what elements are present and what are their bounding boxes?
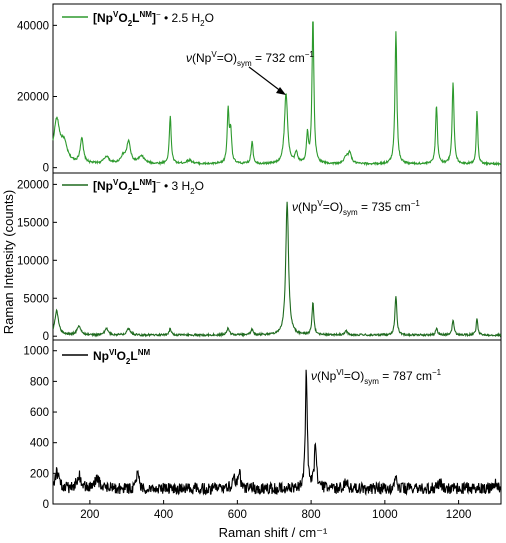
y-tick-label: 0 — [43, 499, 49, 511]
annotation-top-arrow — [248, 66, 283, 93]
x-tick-label: 600 — [228, 509, 247, 521]
y-tick-label: 400 — [30, 438, 49, 450]
annotation-middle-label: ν(NpV=O)sym = 735 cm−1 — [292, 199, 420, 217]
y-tick-label: 0 — [43, 163, 49, 175]
x-tick-label: 400 — [154, 509, 173, 521]
y-tick-label: 40000 — [17, 20, 49, 32]
legend-middle: [NpVO2LNM]− • 3 H2O — [62, 178, 204, 196]
annotation-top-label: ν(NpV=O)sym = 732 cm−1 — [186, 50, 314, 68]
y-axis-label: Raman Intensity (counts) — [1, 190, 16, 335]
annotation-bottom-label: ν(NpVI=O)sym = 787 cm−1 — [311, 368, 442, 386]
spectra — [52, 21, 502, 497]
panel-bottom-frame — [52, 339, 502, 505]
spectrum-line-top — [52, 21, 502, 167]
y-tick-label: 1000 — [23, 346, 49, 358]
panel-middle-frame — [52, 172, 502, 341]
legend-top-label: [NpVO2LNM]− • 2.5 H2O — [93, 10, 214, 28]
legend-middle-label: [NpVO2LNM]− • 3 H2O — [93, 178, 204, 196]
y-tick-label: 200 — [30, 468, 49, 480]
axis-ticks: 200 400 600 800 1000 1200 0 20000 40000 0 5000 1000… — [17, 20, 471, 521]
legend-bottom: NpVIO2LNM — [62, 348, 150, 366]
x-axis-label: Raman shift / cm⁻¹ — [219, 525, 328, 540]
spectrum-line-bottom — [52, 369, 502, 497]
x-tick-label: 1000 — [372, 509, 398, 521]
spectrum-line-middle — [52, 201, 502, 338]
x-tick-label: 800 — [302, 509, 321, 521]
y-tick-label: 20000 — [17, 92, 49, 104]
x-tick-label: 200 — [80, 509, 99, 521]
y-tick-label: 600 — [30, 407, 49, 419]
y-tick-label: 800 — [30, 376, 49, 388]
y-tick-label: 0 — [43, 331, 49, 343]
legend-bottom-label: NpVIO2LNM — [93, 348, 150, 366]
y-tick-label: 5000 — [23, 293, 49, 305]
y-tick-label: 15000 — [17, 217, 49, 229]
legend-top: [NpVO2LNM]− • 2.5 H2O — [62, 10, 214, 28]
annotation-top-arrowhead — [276, 87, 286, 95]
y-tick-label: 20000 — [17, 179, 49, 191]
y-tick-label: 10000 — [17, 255, 49, 267]
annotation-top: ν(NpV=O)sym = 732 cm−1 — [186, 50, 314, 95]
annotation-middle: ν(NpV=O)sym = 735 cm−1 — [292, 199, 420, 217]
x-tick-label: 1200 — [446, 509, 472, 521]
annotation-bottom: ν(NpVI=O)sym = 787 cm−1 — [311, 368, 442, 386]
